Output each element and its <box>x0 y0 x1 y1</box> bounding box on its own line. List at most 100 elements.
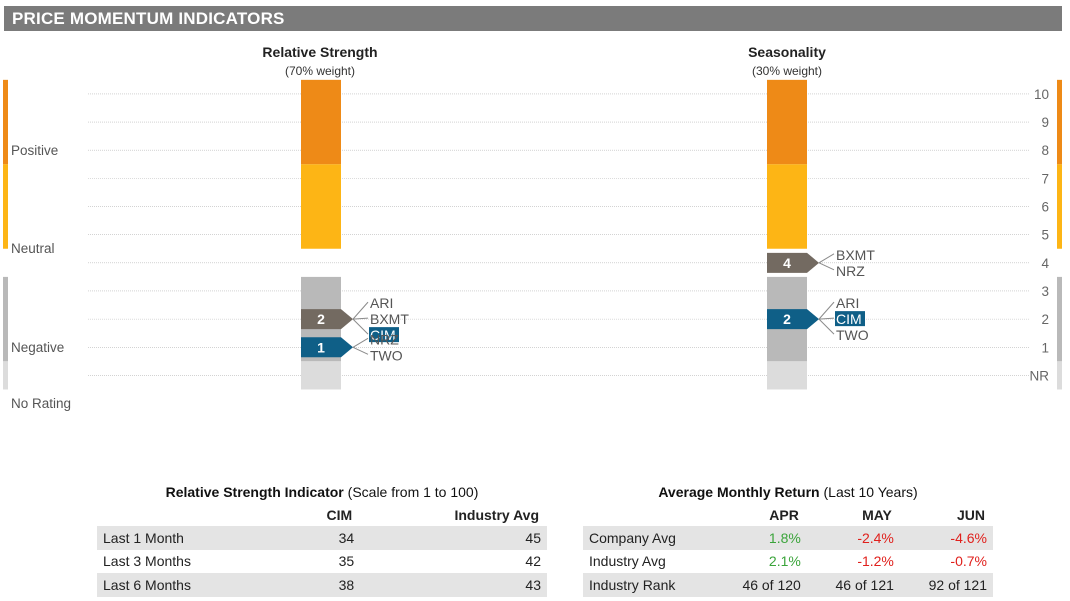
company-label: ARI <box>370 295 393 311</box>
score-flag-value: 2 <box>783 311 791 327</box>
leader-line <box>818 262 835 271</box>
rs-col-cim: CIM <box>326 506 353 523</box>
rs-cim-value: 34 <box>282 525 361 550</box>
leader-line <box>818 301 835 320</box>
amr-may-value: 46 of 121 <box>806 573 900 597</box>
y-tick-label: 2 <box>1041 312 1049 327</box>
score-flag <box>301 309 353 330</box>
rs-row-label: Last 6 Months <box>97 573 283 597</box>
rs-industry-value: 42 <box>525 553 541 570</box>
y-tick-label: 3 <box>1041 284 1049 299</box>
company-label: TWO <box>370 347 403 363</box>
score-bar-segment <box>301 361 341 390</box>
score-flag <box>767 252 819 273</box>
leader-line <box>818 317 835 320</box>
company-label: CIM <box>370 327 396 343</box>
amr-apr-value: 46 of 120 <box>713 573 807 597</box>
rs-row-label: Last 3 Months <box>103 553 191 570</box>
score-flag-value: 4 <box>783 255 791 271</box>
chart-title-seasonality: Seasonality <box>748 44 826 60</box>
score-flag-value: 1 <box>317 339 325 355</box>
company-label: CIM <box>836 311 862 327</box>
leader-line <box>818 318 835 335</box>
y-tick-label: NR <box>1030 368 1050 383</box>
rs-industry-value: 45 <box>360 525 547 550</box>
rs-cim-value: 35 <box>338 553 355 570</box>
table-row: Last 3 Months 35 42 <box>97 550 547 574</box>
score-bar-segment <box>301 79 341 165</box>
rs-col-industry-avg: Industry Avg <box>454 506 539 523</box>
amr-may-value: -2.4% <box>806 525 900 550</box>
amr-row-label: Industry Avg <box>589 553 666 570</box>
leader-line <box>352 318 369 335</box>
section-label-positive: Positive <box>11 143 59 158</box>
section-band-right <box>1057 164 1062 249</box>
leader-line <box>352 317 369 320</box>
y-tick-label: 9 <box>1041 115 1049 130</box>
section-label-no-rating: No Rating <box>11 396 72 411</box>
section-band-left <box>3 79 8 165</box>
amr-table-title-rest: (Last 10 Years) <box>819 484 918 500</box>
section-band-right <box>1057 276 1062 362</box>
amr-row-label: Company Avg <box>583 525 714 550</box>
y-tick-label: 5 <box>1041 228 1049 243</box>
table-row: Industry Avg 2.1% -1.2% -0.7% <box>583 550 993 574</box>
leader-line <box>352 346 369 355</box>
section-label-neutral: Neutral <box>11 241 55 256</box>
amr-table-title-bold: Average Monthly Return <box>658 484 820 500</box>
amr-apr-value: 2.1% <box>768 553 801 570</box>
rs-table-title-bold: Relative Strength Indicator <box>165 484 344 500</box>
rs-row-label: Last 1 Month <box>97 525 283 550</box>
y-tick-label: 6 <box>1041 200 1049 215</box>
leader-line <box>352 337 369 348</box>
rs-table-title: Relative Strength Indicator (Scale from … <box>97 484 547 500</box>
chart-subtitle-seasonality: (30% weight) <box>751 64 823 78</box>
section-band-right <box>1057 361 1062 390</box>
score-flag-value: 2 <box>317 311 325 327</box>
section-band-left <box>3 361 8 390</box>
section-label-negative: Negative <box>11 340 65 355</box>
company-label: ARI <box>836 295 859 311</box>
company-label: NRZ <box>836 263 865 279</box>
rs-col-blank <box>97 504 283 526</box>
leader-line <box>818 253 835 264</box>
amr-apr-value: 1.8% <box>713 525 807 550</box>
average-monthly-return-table: APR MAY JUN Company Avg 1.8% -2.4% -4.6%… <box>583 504 993 597</box>
table-row: Last 1 Month 34 45 <box>97 525 547 550</box>
rs-table-title-rest: (Scale from 1 to 100) <box>343 484 479 500</box>
highlight-box <box>835 311 865 327</box>
table-row: Last 6 Months 38 43 <box>97 573 547 597</box>
company-label: BXMT <box>836 247 875 263</box>
y-tick-label: 7 <box>1041 171 1049 186</box>
score-bar-segment <box>767 361 807 390</box>
table-row: Industry Rank 46 of 120 46 of 121 92 of … <box>583 573 993 597</box>
section-header: PRICE MOMENTUM INDICATORS <box>4 6 1062 31</box>
amr-may-value: -1.2% <box>857 553 894 570</box>
rs-cim-value: 38 <box>282 573 361 597</box>
amr-jun-value: 92 of 121 <box>899 573 993 597</box>
section-band-left <box>3 164 8 249</box>
amr-col-blank <box>583 504 714 526</box>
score-bar-segment <box>767 164 807 249</box>
chart-subtitle-relative-strength: (70% weight) <box>284 64 356 78</box>
y-tick-label: 4 <box>1041 256 1049 271</box>
company-label: NRZ <box>370 331 399 347</box>
y-tick-label: 10 <box>1034 87 1049 102</box>
table-row: Company Avg 1.8% -2.4% -4.6% <box>583 525 993 550</box>
company-label: BXMT <box>370 311 409 327</box>
score-flag <box>301 337 353 358</box>
amr-col-jun: JUN <box>956 506 985 523</box>
leader-line <box>352 301 369 320</box>
highlight-box <box>369 327 399 343</box>
chart-title-relative-strength: Relative Strength <box>262 44 378 60</box>
y-tick-label: 1 <box>1041 340 1049 355</box>
section-band-left <box>3 276 8 362</box>
amr-jun-value: -0.7% <box>950 553 987 570</box>
amr-row-label: Industry Rank <box>583 573 714 597</box>
company-label: TWO <box>836 327 869 343</box>
score-flag <box>767 309 819 330</box>
amr-jun-value: -4.6% <box>899 525 993 550</box>
amr-col-apr: APR <box>769 506 799 523</box>
score-bar-segment <box>767 79 807 165</box>
